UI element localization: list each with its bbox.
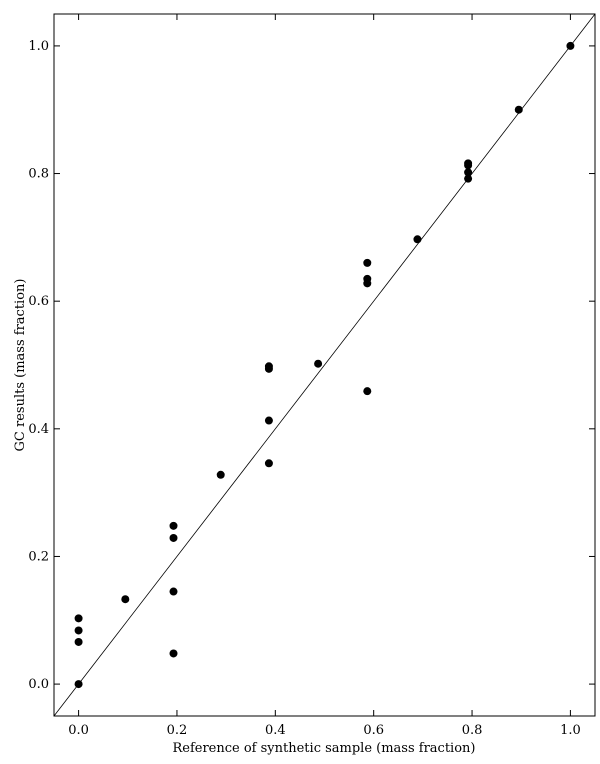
scatter-point [74,614,83,623]
scatter-point [264,459,273,468]
x-tick-label: 0.8 [462,723,483,738]
y-tick-label: 0.4 [28,422,49,437]
y-tick-label: 0.6 [28,294,49,309]
scatter-point [216,470,225,479]
scatter-point [514,105,523,114]
identity-reference-line [53,13,596,717]
scatter-point [363,387,372,396]
plot-frame [53,13,596,717]
x-axis-title: Reference of synthetic sample (mass frac… [172,741,475,756]
data-points [74,41,575,689]
scatter-point [74,626,83,635]
scatter-point [121,595,130,604]
scatter-point [566,41,575,50]
x-tick-label: 1.0 [560,723,581,738]
y-tick-label: 0.8 [28,167,49,182]
scatter-point [169,521,178,530]
scatter-point [464,174,473,183]
y-axis-title: GC results (mass fraction) [13,279,28,452]
x-tick-label: 0.6 [363,723,384,738]
x-tick-label: 0.2 [167,723,188,738]
x-axis-ticks: 0.0 0.2 0.4 0.6 0.8 1.0 [68,14,581,738]
x-tick-label: 0.4 [265,723,286,738]
scatter-point [264,362,273,371]
x-tick-label: 0.0 [68,723,89,738]
y-tick-label: 0.2 [28,549,49,564]
scatter-point [314,359,323,368]
y-axis-ticks: 0.0 0.2 0.4 0.6 0.8 1.0 [28,39,595,692]
scatter-point [169,649,178,658]
scatter-point [464,159,473,168]
scatter-point [413,235,422,244]
y-tick-label: 1.0 [28,39,49,54]
scatter-point [363,274,372,283]
scatter-point [464,168,473,177]
y-tick-label: 0.0 [28,677,49,692]
scatter-point [264,416,273,425]
scatter-point [169,533,178,542]
scatter-point [363,258,372,267]
scatter-point [74,680,83,689]
scatter-point [169,587,178,596]
scatter-point [74,637,83,646]
